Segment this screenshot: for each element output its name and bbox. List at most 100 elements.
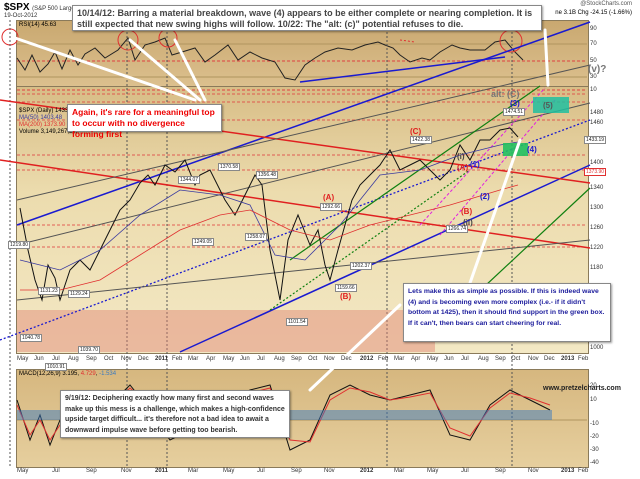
wave-label: (1) [470,160,480,169]
quote-summary: ne 3.1B Chg -24.15 (-1.66%) [555,10,632,16]
wave-label: (B) [340,292,352,301]
ma200-tag: 1373.90 [584,168,607,176]
month-tick: Feb [578,468,589,474]
month-tick: May [17,468,29,474]
month-tick: Nov [528,468,539,474]
month-tick: Oct [511,356,521,362]
month-tick: 2012 [360,356,374,362]
wave-label: (v)? [588,64,607,75]
macd-tick: -10 [590,421,599,427]
month-tick: Dec [544,356,555,362]
price-point-label: 1474.51 [503,108,526,116]
legend-volume: Volume 3,149,267,552 [19,129,80,135]
month-tick: Feb [172,356,183,362]
price-point-label: 1039.70 [78,346,101,354]
month-tick: Jun [34,356,44,362]
wave-label: (2) [480,192,490,201]
website-watermark: www.pretzelcharts.com [543,385,621,392]
month-tick: Jul [52,468,60,474]
price-tick: 1260 [590,225,604,231]
month-tick: 2011 [155,468,169,474]
month-tick: 2012 [360,468,374,474]
rsi-tick: 70 [590,41,597,47]
month-tick: Nov [528,356,539,362]
price-tick: 1460 [590,120,604,126]
wave-label: (A) [323,193,335,202]
month-tick: May [427,468,439,474]
rsi-tick: 90 [590,26,597,32]
month-tick: 2011 [155,356,169,362]
wave-label: (A) [457,163,469,172]
wave-label: (5) [543,101,553,110]
price-tag: 1433.19 [584,136,607,144]
legend-ma200: MA(200) 1373.90 [19,122,66,128]
rsi-legend: RSI(14) 45.63 [19,22,57,28]
legend-ma50: MA(50) 1403.48 [19,115,63,121]
macd-tick: -20 [590,434,599,440]
price-point-label: 1370.58 [218,163,241,171]
price-point-label: 1129.24 [68,290,90,298]
month-tick: Jul [257,468,265,474]
month-tick: Nov [324,356,335,362]
source-credit: @StockCharts.com [580,1,632,7]
month-tick: Nov [121,356,132,362]
month-tick: Dec [138,356,149,362]
price-point-label: 1249.05 [192,238,215,246]
month-tick: Aug [478,356,489,362]
month-tick: Feb [378,356,389,362]
price-tick: 1400 [590,160,604,166]
macd-label: MACD(12,26,9) [19,371,61,377]
macd-tick: 10 [590,397,597,403]
month-tick: Feb [578,356,589,362]
symbol: $SPX [4,2,30,13]
callout-top-note: 10/14/12: Barring a material breakdown, … [72,5,542,31]
month-tick: Oct [104,356,114,362]
month-tick: 2013 [561,356,575,362]
macd-value: 3.195 [62,371,78,377]
month-tick: Oct [308,356,318,362]
month-tick: Jun [240,356,250,362]
price-point-label: 1040.78 [20,334,43,342]
price-point-label: 1131.23 [38,287,60,295]
macd-tick: 20 [590,383,597,389]
price-tick: 1480 [590,110,604,116]
wave-label: (3) [510,99,520,108]
price-point-label: 1422.38 [410,136,433,144]
price-point-label: 1258.07 [245,233,268,241]
price-point-label: 1159.66 [335,284,357,292]
callout-macd-note: 9/19/12: Deciphering exactly how many fi… [60,390,290,438]
month-tick: Mar [394,468,405,474]
month-tick: Mar [188,468,199,474]
rsi-tick: 30 [590,74,597,80]
wave-label: alt: (C) [491,89,520,99]
month-tick: Nov [121,468,132,474]
month-tick: Mar [394,356,405,362]
callout-divergence: Again, it's rare for a meaningful top to… [67,104,222,139]
month-tick: Nov [324,468,335,474]
month-tick: Sep [86,356,97,362]
price-point-label: 1101.54 [286,318,308,326]
month-tick: Dec [341,356,352,362]
month-tick: 2013 [561,468,575,474]
month-tick: Jul [257,356,265,362]
month-tick: Sep [291,356,302,362]
price-tick: 1340 [590,185,604,191]
month-tick: Mar [188,356,199,362]
chart-date: 19-Oct-2012 [4,13,38,19]
wave-label: (B) [461,207,473,216]
month-tick: Apr [206,356,216,362]
wave-label: (4) [527,145,537,154]
legend-price: $SPX (Daily) 1433.19 [19,108,77,114]
month-tick: May [17,356,29,362]
wave-label: (C) [410,127,422,136]
month-tick: May [427,356,439,362]
wave-label: (ii) [463,218,473,227]
price-tick: 1220 [590,245,604,251]
month-tick: Jun [444,356,454,362]
macd-signal: 4.729 [80,371,96,377]
price-point-label: 1202.37 [350,262,373,270]
macd-tick: -30 [590,447,599,453]
wave-label: (i) [457,152,465,161]
month-tick: Sep [495,468,506,474]
price-point-label: 1344.07 [178,176,201,184]
